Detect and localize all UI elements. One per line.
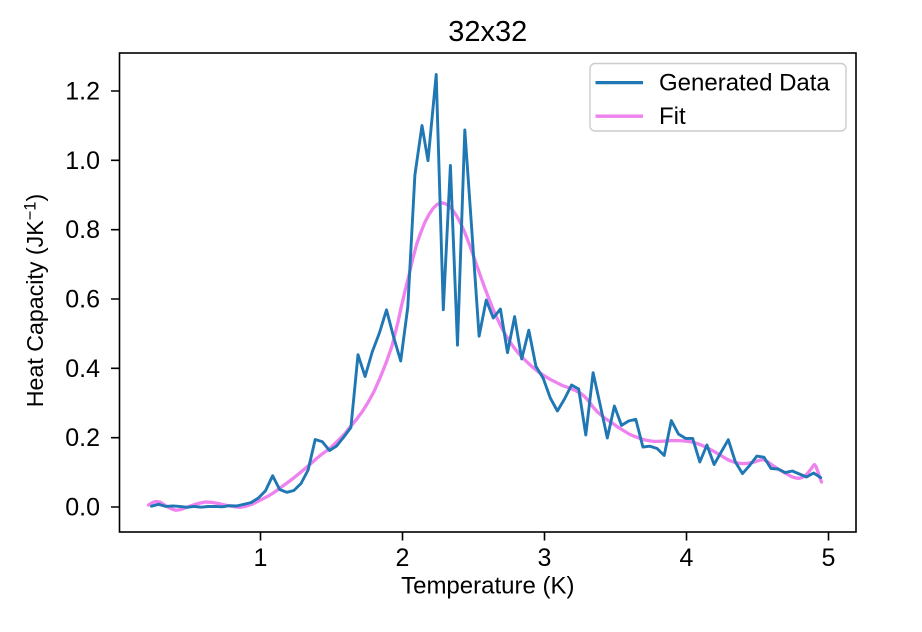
svg-text:Temperature (K): Temperature (K) bbox=[401, 573, 574, 600]
svg-text:1.2: 1.2 bbox=[65, 78, 100, 106]
svg-text:32x32: 32x32 bbox=[448, 16, 527, 48]
svg-text:1.0: 1.0 bbox=[65, 147, 100, 175]
svg-text:4: 4 bbox=[680, 544, 694, 572]
svg-text:Fit: Fit bbox=[659, 103, 686, 130]
svg-text:0.4: 0.4 bbox=[65, 355, 100, 383]
svg-text:0.0: 0.0 bbox=[65, 494, 100, 522]
svg-text:Generated Data: Generated Data bbox=[659, 70, 830, 97]
svg-text:Heat Capacity (JK−1): Heat Capacity (JK−1) bbox=[22, 194, 49, 407]
svg-text:5: 5 bbox=[822, 544, 836, 572]
svg-text:1: 1 bbox=[254, 544, 268, 572]
svg-text:0.6: 0.6 bbox=[65, 286, 100, 314]
svg-text:2: 2 bbox=[396, 544, 410, 572]
svg-text:3: 3 bbox=[538, 544, 552, 572]
svg-text:0.2: 0.2 bbox=[65, 424, 100, 452]
svg-text:0.8: 0.8 bbox=[65, 216, 100, 244]
